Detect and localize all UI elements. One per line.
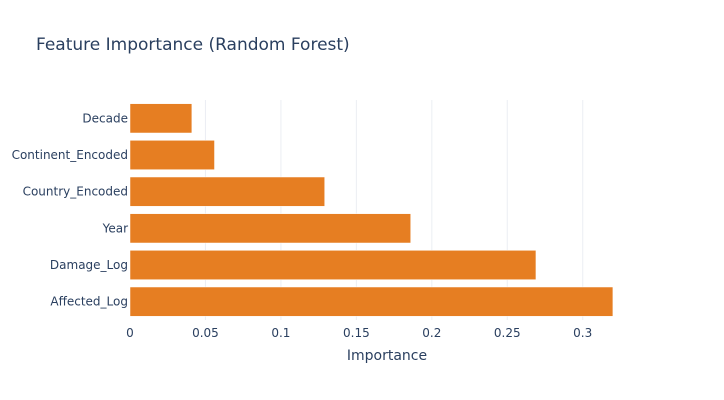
grid-layer — [204, 100, 584, 320]
y-tick-label: Continent_Encoded — [12, 148, 128, 162]
bar-decade[interactable] — [129, 103, 193, 134]
y-tick-label: Country_Encoded — [23, 185, 128, 199]
chart-title: Feature Importance (Random Forest) — [36, 35, 350, 55]
x-tick-label: 0 — [126, 326, 134, 340]
y-tick-label: Affected_Log — [50, 295, 128, 309]
bars-layer — [129, 103, 614, 317]
x-tick-label: 0.25 — [494, 326, 521, 340]
bar-damage-log[interactable] — [129, 250, 537, 280]
bar-year[interactable] — [129, 213, 411, 244]
x-tick-label: 0.2 — [422, 326, 441, 340]
y-tick-label: Decade — [82, 111, 128, 125]
x-tick-label: 0.05 — [192, 326, 219, 340]
x-tick-label: 0.15 — [343, 326, 370, 340]
y-axis-ticks: Decade Continent_Encoded Country_Encoded Ye… — [12, 111, 128, 308]
y-tick-label: Year — [102, 221, 128, 235]
x-tick-label: 0.1 — [271, 326, 290, 340]
bar-continent-encoded[interactable] — [129, 140, 215, 170]
y-tick-label: Damage_Log — [50, 258, 128, 272]
bar-affected-log[interactable] — [129, 286, 614, 317]
bar-country-encoded[interactable] — [129, 176, 325, 207]
x-axis-ticks: 0 0.05 0.1 0.15 0.2 0.25 0.3 — [126, 326, 592, 340]
x-axis-title: Importance — [347, 348, 427, 364]
x-tick-label: 0.3 — [573, 326, 592, 340]
